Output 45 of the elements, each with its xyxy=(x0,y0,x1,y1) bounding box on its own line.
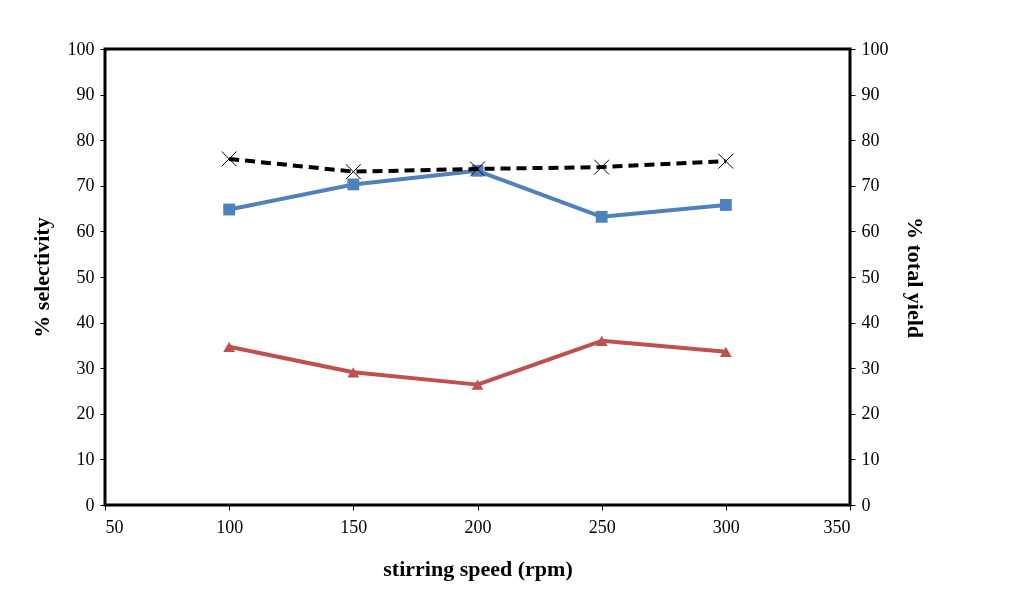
y2-tick-label: 90 xyxy=(861,84,880,105)
x-tick-label: 250 xyxy=(588,516,616,537)
point xyxy=(593,159,610,176)
point xyxy=(345,163,362,180)
y-tick-label: 100 xyxy=(67,38,95,59)
point xyxy=(719,346,732,357)
point xyxy=(719,199,732,211)
y-tick-label: 10 xyxy=(76,448,95,469)
y2-tick-label: 100 xyxy=(861,38,889,59)
y-tick-label: 40 xyxy=(76,312,95,333)
y2-tick-label: 40 xyxy=(861,312,880,333)
y2-tick-label: 0 xyxy=(861,494,871,515)
y-tick-label: 20 xyxy=(76,403,95,424)
point xyxy=(595,210,608,223)
y-tick-label: 60 xyxy=(76,220,95,241)
y2-tick-label: 20 xyxy=(861,403,880,424)
y-tick-label: 90 xyxy=(76,84,95,105)
y-tick-label: 0 xyxy=(85,494,95,515)
point xyxy=(347,178,360,191)
y2-tick-label: 80 xyxy=(861,129,880,150)
x-tick-label: 300 xyxy=(712,516,740,537)
x-tick-label: 350 xyxy=(823,516,851,537)
y-tick-label: 30 xyxy=(76,357,95,378)
point xyxy=(717,153,734,170)
x-tick-label: 50 xyxy=(105,516,124,537)
x-axis-title: stirring speed (rpm) xyxy=(383,555,573,581)
point xyxy=(471,379,484,390)
point xyxy=(223,341,236,352)
y2-tick-label: 60 xyxy=(861,220,880,241)
x-tick-label: 100 xyxy=(216,516,244,537)
x-tick-label: 200 xyxy=(464,516,492,537)
y2-axis-title: % total yield xyxy=(902,217,928,338)
y-axis-title: % selectivity xyxy=(28,217,54,338)
point xyxy=(223,203,236,216)
point xyxy=(221,150,238,167)
point xyxy=(347,367,360,378)
point xyxy=(595,335,608,346)
y2-tick-label: 30 xyxy=(861,357,880,378)
x-tick-label: 150 xyxy=(340,516,368,537)
y-tick-label: 70 xyxy=(76,175,95,196)
y-tick-label: 80 xyxy=(76,129,95,150)
y2-tick-label: 50 xyxy=(861,266,880,287)
y2-tick-label: 10 xyxy=(861,448,880,469)
y-tick-label: 50 xyxy=(76,266,95,287)
y2-tick-label: 70 xyxy=(861,175,880,196)
